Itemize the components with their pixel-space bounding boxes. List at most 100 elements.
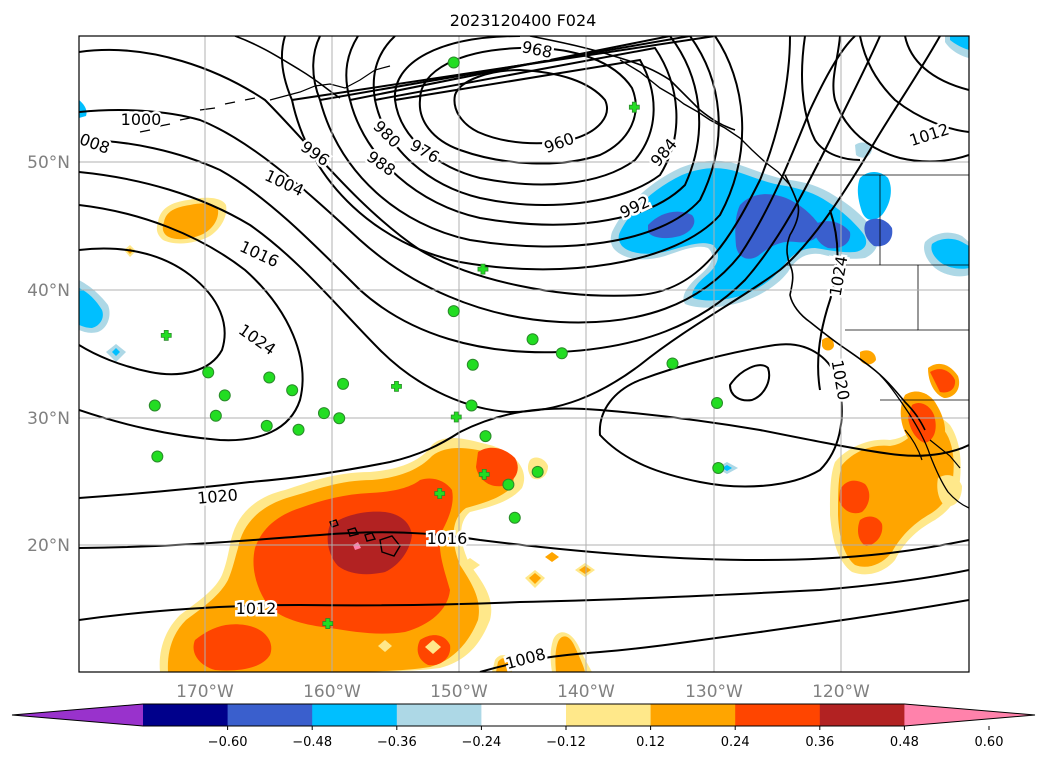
- ocean-background: [79, 36, 969, 672]
- colorbar-label: −0.60: [208, 735, 248, 750]
- station-dot: [317, 407, 330, 420]
- lon-tick-label: 170°W: [176, 682, 234, 702]
- station-plus: [478, 468, 490, 480]
- colorbar-extend-high: [904, 704, 1035, 726]
- alaska-peninsula-coast: [234, 36, 341, 99]
- station-dot: [502, 478, 515, 491]
- isobar-1008-ne: [801, 36, 861, 161]
- colorbar-segment: [650, 704, 736, 726]
- station-plus: [434, 488, 446, 499]
- station-dot: [712, 462, 725, 474]
- colorbar-segment: [819, 704, 905, 726]
- colorbar: −0.60 −0.48 −0.36 −0.24 −0.12 0.12 0.24 0.36 0.4…: [11, 703, 1036, 750]
- station-plus: [628, 101, 640, 113]
- colorbar-segment: [481, 704, 567, 726]
- isobar-988: [312, 36, 720, 248]
- station-dot: [531, 465, 544, 478]
- lat-tick-label: 30°N: [27, 409, 70, 429]
- isobar-996: [79, 36, 791, 297]
- station-plus: [391, 381, 402, 392]
- isobar-1020-east: [598, 343, 843, 488]
- station-dot: [466, 358, 479, 371]
- warm-anomaly-baja: [822, 337, 962, 575]
- lon-tick-label: 120°W: [812, 682, 870, 702]
- colorbar-outline: [11, 703, 1036, 727]
- station-plus: [477, 263, 489, 275]
- isobar-1008-south: [479, 599, 969, 672]
- us-west-coast: [784, 174, 926, 431]
- station-plus: [450, 411, 462, 423]
- political-borders: [783, 174, 969, 401]
- colorbar-segment: [735, 704, 821, 726]
- station-dot: [202, 366, 215, 379]
- isobar-1012-north: [79, 204, 304, 442]
- isobar-1008: [79, 36, 941, 414]
- isobar-contours: [79, 36, 969, 672]
- station-dot: [286, 384, 299, 397]
- colorbar-label: 0.36: [805, 735, 834, 750]
- station-plus: [160, 330, 172, 341]
- southeast-alaska-coast: [619, 59, 791, 186]
- station-dot: [263, 371, 276, 384]
- lon-tick-label: 150°W: [430, 682, 488, 702]
- isobar-1004: [79, 36, 881, 354]
- lat-tick-label: 20°N: [27, 536, 70, 556]
- colorbar-segment: [143, 704, 229, 726]
- isobar-label: 1016: [427, 529, 468, 548]
- colorbar-label: 0.48: [890, 735, 919, 750]
- map-panel: 968 960 976 980 984 988 992 996 1000 100…: [79, 36, 969, 672]
- station-dot: [479, 430, 492, 443]
- isobar-980: [372, 36, 678, 206]
- isobar-992: [280, 36, 744, 271]
- lat-tick-label: 40°N: [27, 281, 70, 301]
- colorbar-label: −0.36: [377, 735, 417, 750]
- colorbar-segment: [312, 704, 398, 726]
- isobar-label: 1012: [236, 599, 277, 618]
- colorbar-label: 0.12: [636, 735, 665, 750]
- station-dot: [151, 450, 164, 463]
- anomaly-fill-layer: [79, 36, 969, 672]
- station-dot: [148, 399, 161, 412]
- isobar-1016-west: [79, 247, 226, 376]
- station-markers: [148, 56, 725, 629]
- station-dot: [260, 419, 273, 432]
- isobar-960: [453, 68, 608, 145]
- isobar-1020: [79, 407, 969, 499]
- isobar-1012: [79, 569, 969, 621]
- lon-tick-label: 140°W: [557, 682, 615, 702]
- station-dot: [218, 389, 231, 402]
- isobar-label: 1000: [121, 110, 162, 129]
- lon-tick-label: 160°W: [303, 682, 361, 702]
- gridlines: [79, 36, 969, 672]
- cold-anomaly-west: [79, 100, 738, 474]
- colorbar-label: −0.48: [292, 735, 332, 750]
- isobar-label: 1020: [196, 485, 238, 507]
- isobar-1000: [79, 36, 856, 324]
- station-dot: [666, 357, 679, 370]
- map-title: 2023120400 F024: [450, 11, 597, 30]
- lon-tick-label: 130°W: [685, 682, 743, 702]
- station-dot: [465, 399, 478, 412]
- isobar-1024-coast: [817, 209, 839, 391]
- station-dot: [447, 305, 460, 318]
- station-dot: [508, 511, 521, 524]
- isobar-1016: [79, 531, 969, 562]
- aleutian-island-chain: [139, 97, 256, 133]
- isobar-1020-ne: [904, 36, 969, 91]
- isobar-1024-east: [728, 364, 771, 402]
- isobar-1016-ne: [859, 36, 969, 133]
- station-plus: [322, 618, 334, 629]
- colorbar-segment: [396, 704, 482, 726]
- colorbar-extend-low: [12, 704, 143, 726]
- station-dot: [333, 412, 346, 425]
- station-dot: [292, 423, 305, 436]
- station-dot: [337, 377, 350, 390]
- longitude-tick-labels: 170°W 160°W 150°W 140°W 130°W 120°W: [176, 682, 870, 702]
- station-dot: [711, 396, 724, 409]
- station-dot: [447, 56, 460, 69]
- latitude-tick-labels: 50°N 40°N 30°N 20°N: [27, 153, 70, 556]
- colorbar-segment: [566, 704, 652, 726]
- station-dot: [555, 347, 568, 360]
- map-frame: [78, 35, 970, 673]
